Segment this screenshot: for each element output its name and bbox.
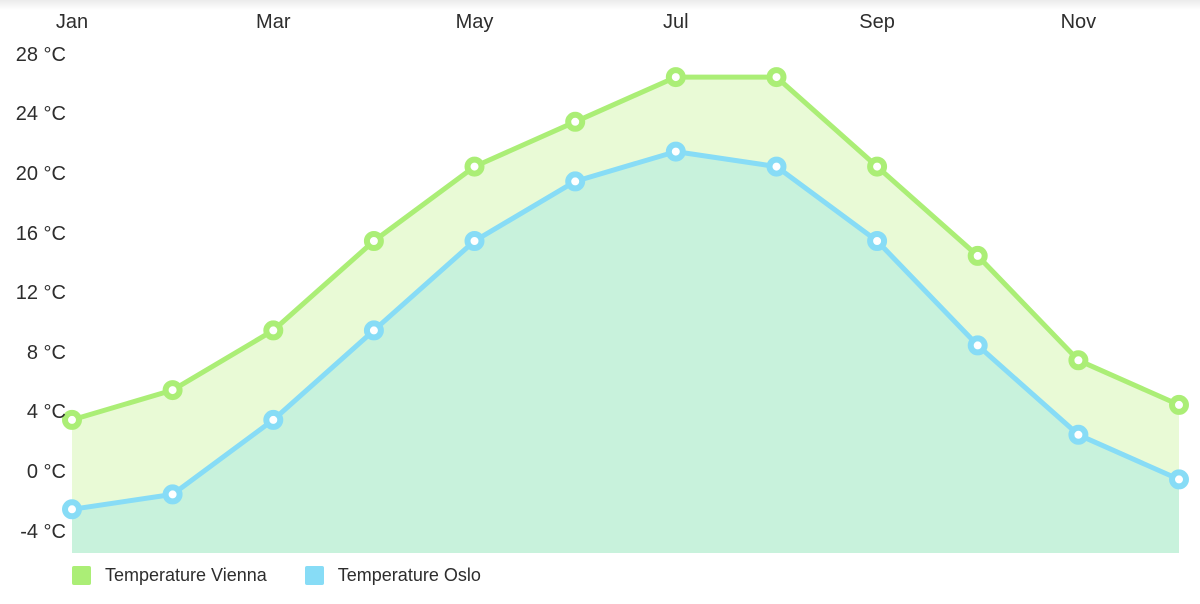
data-point-oslo-aug[interactable] — [766, 156, 787, 177]
x-axis-label-jan: Jan — [55, 11, 89, 33]
data-point-oslo-apr[interactable] — [363, 320, 384, 341]
data-point-vienna-mar[interactable] — [263, 320, 284, 341]
oslo-swatch-icon — [304, 565, 324, 585]
y-axis-label-20: 20 °C — [15, 163, 66, 185]
data-point-oslo-jul[interactable] — [665, 141, 686, 162]
y-axis-label-24: 24 °C — [15, 103, 66, 126]
data-point-vienna-nov[interactable] — [1068, 350, 1089, 371]
data-point-vienna-apr[interactable] — [363, 231, 384, 251]
data-point-oslo-nov[interactable] — [1068, 424, 1089, 445]
x-axis-label-may: May — [455, 11, 494, 33]
data-point-oslo-jun[interactable] — [565, 171, 586, 192]
data-point-oslo-oct[interactable] — [967, 335, 988, 356]
legend-item-oslo[interactable]: Temperature Oslo — [304, 564, 481, 586]
vienna-swatch-icon — [72, 565, 91, 585]
data-point-oslo-jan[interactable] — [62, 499, 82, 520]
data-point-vienna-dec[interactable] — [1169, 394, 1189, 415]
data-point-vienna-jan[interactable] — [62, 409, 82, 430]
y-axis-label-12: 12 °C — [15, 282, 66, 305]
legend-label-oslo: Temperature Oslo — [337, 565, 481, 585]
series-line-vienna — [69, 74, 1182, 423]
y-axis-label-8: 8 °C — [26, 341, 66, 364]
data-point-vienna-feb[interactable] — [162, 380, 183, 401]
data-point-oslo-mar[interactable] — [263, 409, 284, 430]
legend-label-vienna: Temperature Vienna — [105, 565, 267, 585]
data-point-vienna-sep[interactable] — [867, 156, 888, 177]
data-point-vienna-jun[interactable] — [565, 111, 586, 132]
x-axis-label-nov: Nov — [1060, 11, 1097, 33]
legend-item-vienna[interactable]: Temperature Vienna — [72, 564, 267, 586]
data-point-vienna-may[interactable] — [464, 156, 485, 177]
series-line-oslo — [69, 149, 1182, 512]
series-area-oslo — [72, 151, 1179, 553]
y-axis-label--4: -4 °C — [20, 520, 66, 543]
y-axis-label-16: 16 °C — [15, 222, 66, 245]
x-axis-label-mar: Mar — [256, 11, 291, 33]
x-axis-label-sep: Sep — [859, 11, 895, 33]
data-point-oslo-may[interactable] — [464, 231, 485, 251]
y-axis-label-0: 0 °C — [26, 461, 66, 483]
data-point-oslo-sep[interactable] — [867, 231, 888, 251]
data-point-oslo-dec[interactable] — [1169, 469, 1189, 490]
data-point-vienna-oct[interactable] — [967, 245, 988, 266]
y-axis-label-28: 28 °C — [15, 43, 66, 66]
data-point-vienna-jul[interactable] — [665, 67, 686, 88]
y-axis-label-4: 4 °C — [26, 401, 66, 424]
x-axis-label-jul: Jul — [663, 11, 689, 33]
data-point-oslo-feb[interactable] — [162, 484, 183, 505]
data-point-vienna-aug[interactable] — [766, 67, 787, 88]
legend: Temperature Vienna Temperature Oslo — [72, 564, 481, 586]
